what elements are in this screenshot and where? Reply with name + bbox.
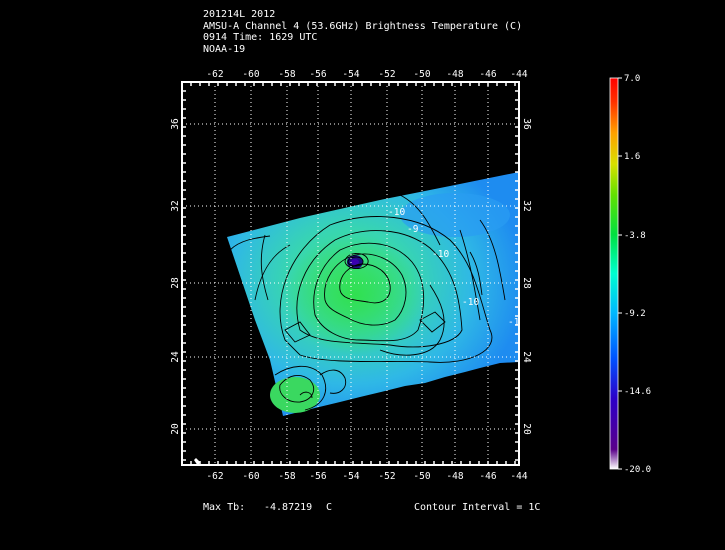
lon-tick-label: -46: [479, 471, 496, 482]
lon-tick-label: -60: [242, 471, 259, 482]
grid: [182, 82, 519, 465]
lon-tick-label: -54: [342, 69, 359, 80]
colorbar-label: 1.6: [624, 152, 640, 162]
core-green: [285, 235, 425, 355]
lon-tick-label: -58: [278, 471, 295, 482]
lat-tick-label: 24: [170, 351, 181, 363]
lon-axis-bottom: -62 -60 -58 -56 -54 -52 -50 -48 -46 -44: [206, 471, 527, 482]
data-layer: -10 -9 -10 -11 -10: [227, 172, 525, 416]
contours: [229, 194, 506, 411]
map-title: 201214L 2012 AMSU-A Channel 4 (53.6GHz) B…: [203, 9, 522, 55]
lon-tick-label: -44: [510, 471, 527, 482]
lon-tick-label: -62: [206, 471, 223, 482]
colorbar-label: -14.6: [624, 387, 651, 397]
lat-tick-label: 20: [521, 423, 532, 435]
lon-tick-label: -48: [446, 471, 463, 482]
lat-axis-left: 36 32 28 24 20: [170, 118, 181, 435]
colorbar-label: -3.8: [624, 231, 646, 241]
lower-left-green: [270, 377, 320, 413]
lat-tick-label: 36: [521, 118, 532, 130]
lon-tick-label: -62: [206, 69, 223, 80]
max-tb-label: Max Tb:: [203, 502, 246, 513]
lon-tick-label: -48: [446, 69, 463, 80]
lat-axis-right: 36 32 28 24 20: [521, 118, 532, 435]
lat-tick-label: 32: [521, 200, 532, 211]
max-tb-unit: C: [326, 502, 333, 513]
north-arrow-icon: [194, 458, 200, 466]
axis-ticks: [181, 81, 519, 465]
plot-frame: [181, 81, 520, 466]
title-line-1: 201214L 2012: [203, 9, 276, 20]
lon-tick-label: -52: [378, 69, 395, 80]
contour-interval: Contour Interval = 1C: [414, 502, 541, 513]
colorbar-label: -9.2: [624, 309, 646, 319]
lon-tick-label: -50: [413, 69, 430, 80]
lon-tick-label: -56: [309, 69, 326, 80]
colorbar-label: 7.0: [624, 74, 640, 84]
lon-tick-label: -50: [413, 471, 430, 482]
title-line-2: AMSU-A Channel 4 (53.6GHz) Brightness Te…: [203, 20, 523, 32]
lat-tick-label: 36: [170, 118, 181, 130]
colorbar-label: -20.0: [624, 465, 651, 475]
lon-tick-label: -58: [278, 69, 295, 80]
lon-tick-label: -56: [309, 471, 326, 482]
contour-label: -11: [508, 317, 525, 328]
lon-tick-label: -54: [342, 471, 359, 482]
lat-tick-label: 24: [521, 351, 532, 363]
colorbar: 7.0 1.6 -3.8 -9.2 -14.6 -20.0: [609, 74, 651, 475]
contour-label: -10: [388, 207, 405, 218]
lon-tick-label: -44: [510, 69, 527, 80]
lat-tick-label: 28: [170, 277, 181, 289]
contour-labels: -10 -9 -10 -11 -10: [388, 207, 525, 328]
lon-tick-label: -60: [242, 69, 259, 80]
contour-label: -10: [432, 249, 449, 260]
lat-tick-label: 20: [170, 423, 181, 435]
lon-axis-top: -62 -60 -58 -56 -54 -52 -50 -48 -46 -44: [206, 69, 527, 80]
lat-tick-label: 32: [170, 200, 181, 211]
colorbar-scale: [609, 77, 619, 470]
title-line-3: 0914 Time: 1629 UTC: [203, 32, 318, 43]
title-line-4: NOAA-19: [203, 43, 246, 55]
contour-label: -9: [407, 224, 419, 235]
contour-label: -10: [462, 297, 479, 308]
max-tb-value: -4.87219: [264, 502, 313, 513]
lat-tick-label: 28: [521, 277, 532, 289]
lon-tick-label: -46: [479, 69, 496, 80]
lon-tick-label: -52: [378, 471, 395, 482]
